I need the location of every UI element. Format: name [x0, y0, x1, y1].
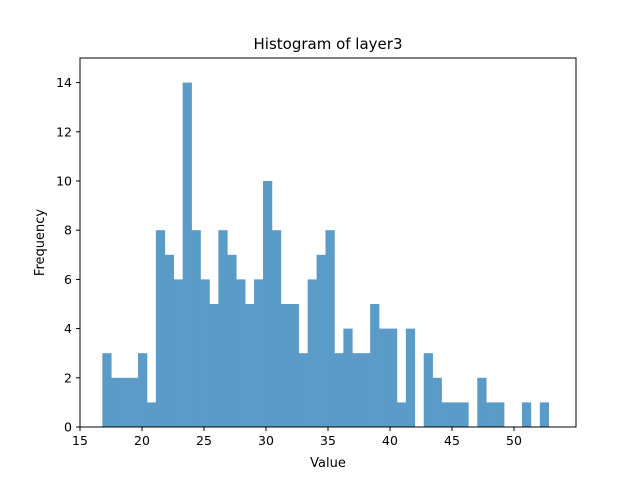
y-tick-label: 8	[64, 223, 72, 238]
histogram-bar	[155, 230, 166, 427]
histogram-bar	[111, 377, 121, 427]
histogram-bar	[227, 254, 237, 427]
histogram-bar	[396, 402, 407, 427]
histogram-bar	[459, 402, 469, 427]
x-axis-label: Value	[310, 456, 346, 471]
histogram-bar	[495, 402, 505, 427]
histogram-bar	[307, 279, 317, 427]
histogram-bar	[477, 377, 487, 427]
histogram-bar	[343, 328, 353, 427]
histogram-bar	[236, 279, 246, 427]
histogram-bar	[218, 230, 228, 427]
x-tick-label: 50	[506, 433, 522, 448]
histogram-bar	[146, 402, 157, 427]
x-tick-label: 45	[444, 433, 460, 448]
histogram-bar	[182, 82, 192, 427]
histogram-bar	[120, 377, 130, 427]
histogram-bar	[200, 279, 210, 427]
histogram-bar	[280, 304, 291, 427]
x-tick-label: 30	[258, 433, 274, 448]
histogram-bar	[405, 328, 416, 427]
y-axis: 0 2 4 6 8 10 12 14	[56, 75, 80, 435]
y-tick-label: 6	[64, 272, 72, 287]
histogram-bar	[388, 328, 398, 427]
histogram-bar	[450, 402, 460, 427]
histogram-bar	[102, 353, 112, 427]
histogram-bar	[173, 279, 183, 427]
histogram-bar	[334, 353, 344, 427]
histogram-bar	[325, 230, 335, 427]
histogram-bar	[423, 353, 433, 427]
histogram-bar	[352, 353, 362, 427]
histogram-bar	[191, 230, 201, 427]
histogram-bar	[432, 377, 442, 427]
y-tick-label: 12	[56, 124, 72, 139]
x-tick-label: 25	[196, 433, 212, 448]
x-tick-label: 40	[382, 433, 398, 448]
histogram-bar	[370, 304, 380, 427]
x-tick-label: 15	[72, 433, 88, 448]
y-tick-label: 0	[64, 420, 72, 435]
histogram-bar	[316, 254, 326, 427]
histogram-bar	[298, 353, 308, 427]
y-tick-label: 10	[56, 174, 72, 189]
histogram-bar	[289, 304, 300, 427]
histogram-bar	[271, 230, 282, 427]
histogram-bar	[254, 279, 264, 427]
histogram-bar	[361, 353, 371, 427]
bars-group	[102, 82, 550, 427]
histogram-bar	[129, 377, 139, 427]
x-tick-label: 35	[320, 433, 336, 448]
histogram-bar	[138, 353, 148, 427]
histogram-bar	[245, 304, 255, 427]
histogram-bar	[521, 402, 532, 427]
histogram-bar	[209, 304, 219, 427]
x-tick-label: 20	[134, 433, 150, 448]
y-axis-label: Frequency	[33, 209, 48, 276]
y-tick-label: 4	[64, 321, 72, 336]
histogram-bar	[441, 402, 451, 427]
histogram-bar	[263, 181, 273, 427]
histogram-bar	[379, 328, 389, 427]
histogram-bar	[164, 254, 175, 427]
chart-title: Histogram of layer3	[254, 35, 403, 53]
y-tick-label: 14	[56, 75, 72, 90]
x-axis: 15 20 25 30 35 40 45 50	[72, 427, 522, 448]
y-tick-label: 2	[64, 370, 72, 385]
histogram-bar	[539, 402, 550, 427]
histogram-bar	[486, 402, 496, 427]
